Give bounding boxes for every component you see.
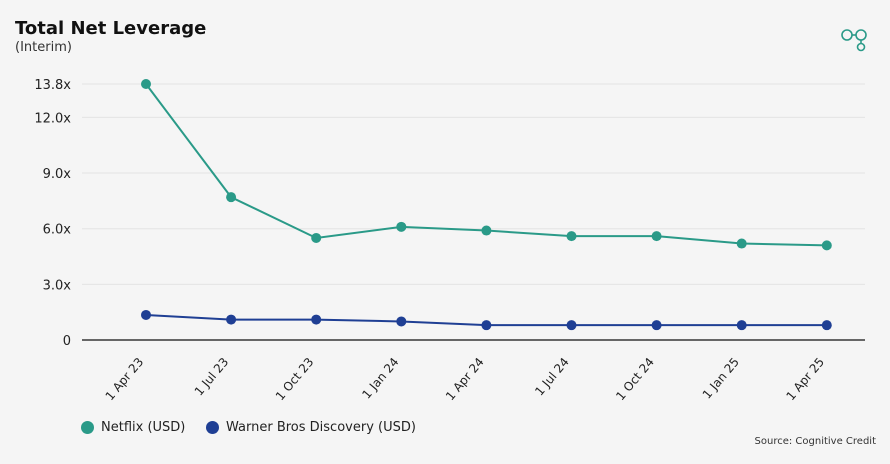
y-tick-label: 6.0x (43, 223, 72, 238)
legend-label: Netflix (USD) (101, 420, 186, 435)
y-tick-label: 9.0x (43, 167, 72, 182)
data-point (311, 232, 322, 243)
data-point (736, 320, 747, 331)
data-point (566, 320, 577, 331)
data-point (396, 316, 407, 327)
y-tick-label: 13.8x (34, 78, 71, 93)
data-point (481, 320, 492, 331)
y-tick-label: 12.0x (34, 111, 71, 126)
data-point (821, 320, 832, 331)
x-tick-label: 1 Oct 23 (273, 355, 317, 403)
legend-dot (206, 421, 219, 434)
x-tick-label: 1 Jan 24 (359, 355, 401, 402)
linked-circles-logo-icon (841, 29, 867, 52)
data-point (311, 314, 322, 325)
legend-label: Warner Bros Discovery (USD) (226, 420, 416, 435)
x-tick-label: 1 Oct 24 (613, 355, 657, 403)
x-tick-label: 1 Jul 24 (532, 355, 572, 398)
data-point (226, 192, 237, 203)
chart-subtitle: (Interim) (15, 40, 72, 55)
data-point (481, 225, 492, 236)
data-point (736, 238, 747, 249)
series-line (145, 83, 827, 247)
x-tick-label: 1 Jan 25 (700, 355, 742, 402)
data-point (821, 240, 832, 251)
chart-title: Total Net Leverage (15, 18, 207, 39)
y-tick-label: 0 (63, 334, 71, 349)
source-note: Source: Cognitive Credit (754, 436, 876, 447)
x-tick-label: 1 Apr 23 (103, 355, 147, 403)
x-tick-label: 1 Apr 24 (443, 355, 487, 403)
x-tick-label: 1 Jul 23 (192, 355, 232, 398)
data-point (651, 231, 662, 242)
y-tick-label: 3.0x (43, 278, 72, 293)
legend-item-netflix[interactable]: Netflix (USD) (81, 420, 185, 435)
legend-item-wbd[interactable]: Warner Bros Discovery (USD) (206, 420, 416, 435)
legend-dot (81, 421, 94, 434)
x-tick-label: 1 Apr 25 (783, 355, 827, 403)
data-point (566, 231, 577, 242)
data-point (651, 320, 662, 331)
data-point (141, 79, 151, 89)
data-point (226, 314, 237, 325)
data-point (141, 309, 151, 320)
data-point (396, 221, 407, 232)
